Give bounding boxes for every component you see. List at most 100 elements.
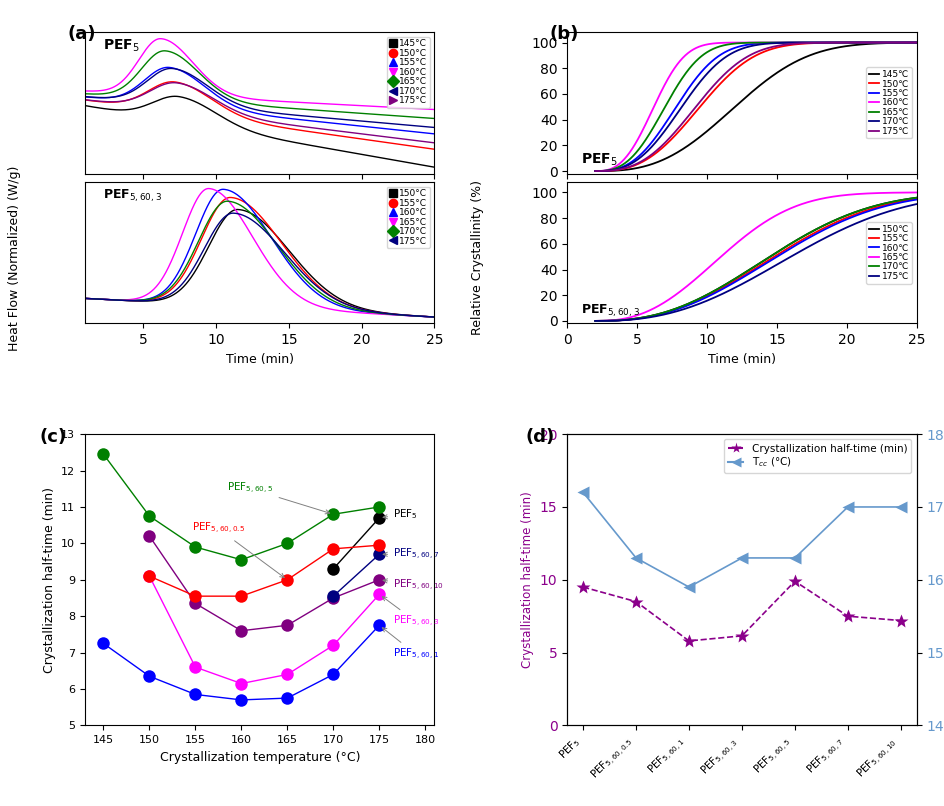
160℃	[910, 195, 921, 205]
155℃	[778, 38, 789, 48]
170℃	[734, 271, 746, 280]
150℃	[910, 193, 921, 202]
150℃	[671, 127, 683, 137]
170℃	[646, 142, 657, 152]
150℃	[831, 38, 842, 48]
150℃	[734, 271, 746, 280]
165℃	[880, 38, 891, 48]
155℃	[734, 272, 746, 282]
155℃	[646, 311, 657, 321]
170℃	[803, 38, 815, 48]
175℃	[646, 149, 657, 159]
Legend: 145℃, 150℃, 155℃, 160℃, 165℃, 170℃, 175℃: 145℃, 150℃, 155℃, 160℃, 165℃, 170℃, 175℃	[865, 68, 911, 139]
150℃	[589, 316, 600, 326]
160℃	[833, 38, 844, 48]
165℃	[646, 305, 657, 314]
165℃	[803, 38, 815, 48]
155℃	[910, 38, 921, 48]
150℃	[778, 243, 789, 252]
170℃	[671, 303, 683, 313]
Y-axis label: Crystallization half-time (min): Crystallization half-time (min)	[521, 492, 533, 668]
Legend: 145°C, 150°C, 155°C, 160°C, 165°C, 170°C, 175°C: 145°C, 150°C, 155°C, 160°C, 165°C, 170°C…	[386, 37, 430, 108]
145℃	[734, 97, 746, 106]
Text: PEF$_{5,60,5}$: PEF$_{5,60,5}$	[228, 481, 329, 514]
160℃	[803, 232, 815, 242]
145℃	[910, 38, 921, 48]
170℃	[646, 311, 657, 321]
150℃	[803, 228, 815, 238]
160℃	[778, 38, 789, 48]
150℃	[734, 60, 746, 70]
155℃	[589, 166, 600, 176]
Text: Heat Flow (Normalized) (W/g): Heat Flow (Normalized) (W/g)	[8, 165, 21, 351]
155℃	[646, 137, 657, 147]
165℃	[589, 316, 600, 326]
X-axis label: Crystallization temperature (°C): Crystallization temperature (°C)	[160, 750, 360, 763]
Text: (d): (d)	[525, 428, 554, 447]
165℃	[778, 206, 789, 216]
165℃	[803, 197, 815, 206]
170℃	[910, 38, 921, 48]
Line: 175℃: 175℃	[595, 204, 916, 321]
165℃	[910, 38, 921, 48]
155℃	[671, 99, 683, 109]
145℃	[831, 43, 842, 52]
Text: Relative Crystallinity (%): Relative Crystallinity (%)	[470, 181, 483, 335]
170℃	[778, 38, 789, 48]
145℃	[671, 147, 683, 157]
Text: (b): (b)	[549, 25, 579, 44]
170℃	[734, 44, 746, 54]
175℃	[831, 38, 842, 48]
175℃	[646, 312, 657, 322]
160℃	[671, 59, 683, 69]
Line: 160℃: 160℃	[595, 43, 916, 171]
Text: PEF$_{5,60,1}$: PEF$_{5,60,1}$	[382, 628, 439, 662]
Text: PEF$_{5,60,3}$: PEF$_{5,60,3}$	[102, 188, 161, 204]
Line: 155℃: 155℃	[595, 199, 916, 321]
Text: PEF$_{5,60,10}$: PEF$_{5,60,10}$	[382, 578, 444, 592]
165℃	[778, 38, 789, 48]
Line: 170℃: 170℃	[595, 197, 916, 321]
155℃	[589, 316, 600, 326]
Line: 145℃: 145℃	[595, 43, 916, 171]
X-axis label: Time (min): Time (min)	[226, 353, 294, 366]
160℃	[671, 304, 683, 314]
160℃	[734, 274, 746, 284]
Text: PEF$_{5,60,3}$: PEF$_{5,60,3}$	[382, 596, 439, 629]
175℃	[734, 56, 746, 66]
170℃	[831, 214, 842, 224]
155℃	[831, 38, 842, 48]
160℃	[778, 247, 789, 257]
Legend: 150℃, 155℃, 160℃, 165℃, 170℃, 175℃: 150℃, 155℃, 160℃, 165℃, 170℃, 175℃	[865, 222, 911, 284]
155℃	[803, 38, 815, 48]
Legend: Crystallization half-time (min), T$_{cc}$ (°C): Crystallization half-time (min), T$_{cc}…	[723, 439, 910, 473]
155℃	[831, 217, 842, 226]
Text: (a): (a)	[68, 25, 96, 44]
170℃	[910, 193, 921, 202]
150℃	[589, 166, 600, 176]
155℃	[778, 245, 789, 255]
160℃	[589, 316, 600, 326]
175℃	[803, 241, 815, 251]
165℃	[734, 38, 746, 48]
Line: 165℃: 165℃	[595, 43, 916, 171]
Line: 175℃: 175℃	[595, 43, 916, 171]
170℃	[831, 38, 842, 48]
175℃	[671, 124, 683, 134]
150℃	[778, 41, 789, 51]
165℃	[734, 235, 746, 245]
150℃	[803, 39, 815, 48]
155℃	[671, 304, 683, 314]
Text: PEF$_5$: PEF$_5$	[102, 37, 139, 54]
175℃	[803, 38, 815, 48]
165℃	[831, 38, 842, 48]
Legend: 150°C, 155°C, 160°C, 165°C, 170°C, 175°C: 150°C, 155°C, 160°C, 165°C, 170°C, 175°C	[386, 187, 430, 248]
Y-axis label: Crystallization half-time (min): Crystallization half-time (min)	[42, 487, 56, 673]
160℃	[831, 38, 842, 48]
170℃	[671, 108, 683, 118]
Text: (c): (c)	[40, 428, 67, 447]
175℃	[589, 316, 600, 326]
160℃	[910, 38, 921, 48]
175℃	[734, 280, 746, 289]
155℃	[734, 41, 746, 51]
